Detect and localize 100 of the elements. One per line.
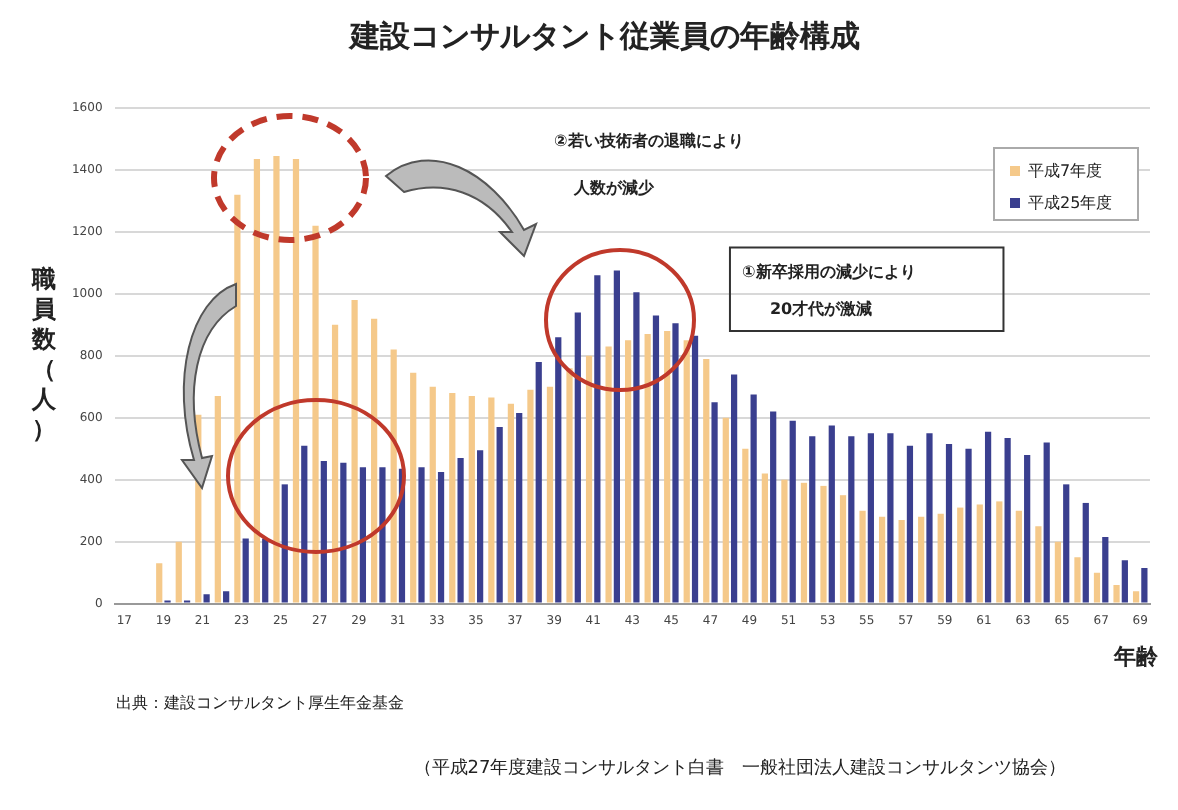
bar	[965, 448, 972, 603]
bar	[742, 448, 749, 603]
bar	[937, 513, 944, 603]
annotation: ①新卒採用の減少により	[741, 260, 916, 281]
bar	[437, 471, 445, 603]
bar	[789, 420, 796, 603]
bar	[527, 389, 534, 603]
bar	[449, 392, 456, 603]
bar	[984, 431, 992, 603]
bar	[390, 349, 397, 603]
bar	[800, 482, 808, 603]
bar	[664, 331, 671, 603]
bar	[301, 445, 308, 603]
bar	[672, 323, 679, 603]
bar	[1132, 591, 1140, 603]
bar	[887, 433, 894, 603]
bar	[351, 300, 358, 603]
bar	[722, 417, 729, 603]
bar	[566, 368, 573, 603]
bar	[976, 504, 983, 603]
bar	[1004, 437, 1011, 603]
annotation: 人数が減少	[571, 178, 656, 197]
bar	[281, 484, 288, 603]
bar	[273, 156, 280, 603]
bar	[1082, 502, 1089, 603]
bar	[359, 467, 367, 603]
bar	[605, 346, 612, 603]
bar	[848, 436, 855, 603]
bar	[340, 462, 347, 603]
bar	[957, 507, 964, 603]
bar	[371, 318, 378, 603]
bar	[652, 315, 660, 603]
bar	[203, 594, 210, 603]
bar	[1102, 537, 1109, 603]
bar	[1063, 484, 1070, 603]
bar	[1024, 454, 1031, 603]
bar	[781, 479, 788, 603]
bar	[644, 334, 651, 603]
bar	[867, 433, 874, 603]
bar	[585, 355, 593, 603]
bar	[1015, 510, 1022, 603]
bar	[156, 563, 163, 603]
bar	[945, 444, 953, 603]
y-axis-title: 職員数（人）	[30, 265, 58, 444]
bar	[809, 436, 816, 603]
bar	[770, 411, 777, 603]
bar	[292, 159, 300, 603]
bar	[691, 335, 699, 603]
bar	[839, 495, 847, 603]
bar	[253, 159, 261, 603]
bar	[429, 386, 436, 603]
bar	[320, 461, 327, 603]
bar	[1054, 541, 1062, 603]
bar	[574, 312, 581, 603]
x-axis-title: 年齢	[1112, 644, 1160, 671]
annotation: 20才代が激減	[769, 300, 873, 319]
bar	[1074, 557, 1081, 603]
bar	[457, 458, 464, 603]
bar	[477, 450, 484, 603]
bar	[410, 372, 417, 603]
bar	[711, 402, 718, 603]
bar	[312, 225, 319, 603]
bar	[820, 485, 827, 603]
bar	[1093, 572, 1101, 603]
bar	[535, 362, 542, 603]
bar	[996, 501, 1003, 603]
annotation: ②若い技術者の退職により	[554, 132, 744, 151]
bar	[878, 516, 886, 603]
bar	[906, 445, 914, 603]
bar	[507, 403, 515, 603]
bar	[594, 275, 601, 603]
bar	[859, 510, 866, 603]
bar	[468, 396, 475, 603]
bar	[625, 340, 632, 603]
bar	[730, 374, 738, 603]
bar	[418, 467, 425, 603]
bar	[1141, 567, 1148, 603]
bar	[546, 386, 554, 603]
bar	[242, 538, 249, 603]
text: （平成27年度建設コンサルタント白書 一般社団法人建設コンサルタンツ協会）	[413, 756, 1067, 779]
bar	[379, 467, 386, 603]
bar	[262, 538, 269, 603]
bar	[613, 270, 620, 603]
bar	[761, 473, 768, 603]
bar	[918, 516, 925, 603]
bar	[496, 427, 503, 603]
bar	[516, 413, 523, 603]
bar	[683, 340, 690, 603]
bar	[633, 292, 640, 603]
bar	[555, 337, 562, 603]
source-note: 出典：建設コンサルタント厚生年金基金	[116, 694, 404, 713]
chart-title: 建設コンサルタント従業員の年齢構成	[348, 17, 860, 54]
bar	[703, 358, 710, 603]
bar	[828, 425, 835, 603]
bar	[214, 396, 221, 603]
bar	[175, 541, 182, 603]
bar	[750, 394, 757, 603]
bar	[1121, 560, 1128, 603]
bar	[1043, 442, 1050, 603]
bar	[926, 433, 933, 603]
